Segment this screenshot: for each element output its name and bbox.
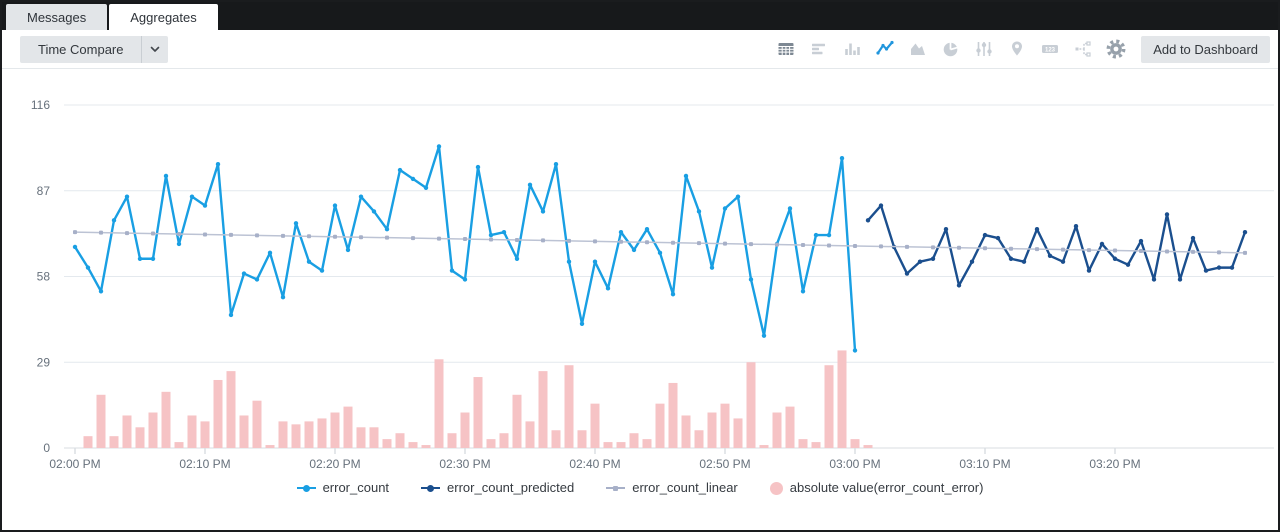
single-value-icon: 123: [1042, 45, 1059, 53]
chart-type-flow-button[interactable]: [1073, 39, 1093, 59]
line-chart-icon: [876, 40, 894, 55]
pie-chart-icon: [943, 41, 959, 57]
chart-type-table-button[interactable]: [776, 39, 796, 59]
legend-marker-line: [296, 482, 316, 494]
chart-toolbar: Time Compare: [2, 30, 1278, 69]
legend-marker-dotted-line: [606, 482, 626, 494]
time-compare-dropdown[interactable]: [142, 36, 168, 63]
svg-text:02:30 PM: 02:30 PM: [439, 457, 490, 471]
chart-legend: error_count error_count_predicted error_…: [2, 473, 1278, 496]
chart-type-area-button[interactable]: [908, 39, 928, 59]
chart-type-map-button[interactable]: [1007, 39, 1027, 59]
chart-settings-button[interactable]: [1105, 38, 1127, 60]
chart-type-column-button[interactable]: [842, 39, 862, 59]
series-error-count-predicted: [865, 203, 1248, 288]
add-to-dashboard-button[interactable]: Add to Dashboard: [1141, 35, 1270, 63]
svg-text:29: 29: [37, 355, 51, 369]
chart-type-pie-button[interactable]: [941, 39, 961, 59]
chevron-down-icon: [151, 46, 160, 52]
svg-text:87: 87: [37, 184, 51, 198]
x-axis-labels: 02:00 PM 02:10 PM 02:20 PM 02:30 PM 02:40 PM…: [49, 457, 1140, 471]
legend-marker-line: [421, 482, 441, 494]
svg-text:02:20 PM: 02:20 PM: [309, 457, 360, 471]
chart-type-single-value-button[interactable]: 123: [1040, 39, 1060, 59]
chart-canvas: 0 29 58 87 116 02:00 PM 02:10 PM 02:20 PM 02:30 …: [31, 98, 1274, 471]
series-error-count: [72, 144, 858, 353]
legend-item-error-count[interactable]: error_count: [296, 480, 390, 496]
svg-text:02:50 PM: 02:50 PM: [699, 457, 750, 471]
svg-text:123: 123: [1045, 47, 1056, 53]
legend-label: error_count_predicted: [447, 480, 575, 495]
sliders-icon: [976, 42, 992, 56]
chart-type-line-button[interactable]: [875, 39, 895, 59]
legend-item-error-count-linear[interactable]: error_count_linear: [606, 480, 738, 496]
table-icon: [778, 43, 794, 55]
tab-aggregates-label: Aggregates: [130, 9, 197, 25]
svg-text:02:40 PM: 02:40 PM: [569, 457, 620, 471]
y-axis-labels: 0 29 58 87 116: [31, 98, 50, 455]
bar-chart-icon: [812, 43, 826, 55]
chart-type-bar-button[interactable]: [809, 39, 829, 59]
x-axis-ticks: [74, 448, 1116, 454]
timeseries-chart: 0 29 58 87 116 02:00 PM 02:10 PM 02:20 PM 02:30 …: [2, 69, 1278, 473]
legend-item-error-count-predicted[interactable]: error_count_predicted: [421, 480, 574, 496]
map-pin-icon: [1012, 41, 1023, 56]
legend-marker-circle: [769, 482, 783, 495]
tab-messages-label: Messages: [27, 9, 87, 25]
chart-type-switcher: 123: [776, 39, 1093, 59]
svg-text:03:10 PM: 03:10 PM: [959, 457, 1010, 471]
tab-aggregates[interactable]: Aggregates: [109, 4, 218, 30]
time-compare-split-button: Time Compare: [20, 35, 169, 63]
svg-text:03:00 PM: 03:00 PM: [829, 457, 880, 471]
svg-text:58: 58: [37, 270, 51, 284]
gear-icon: [1106, 39, 1126, 59]
legend-label: absolute value(error_count_error): [789, 480, 984, 495]
series-absolute-value-error-count-error-: [83, 350, 873, 448]
legend-item-error-bars[interactable]: absolute value(error_count_error): [769, 480, 984, 496]
svg-text:02:00 PM: 02:00 PM: [49, 457, 100, 471]
column-chart-icon: [845, 43, 861, 55]
svg-text:116: 116: [31, 98, 50, 112]
svg-text:03:20 PM: 03:20 PM: [1089, 457, 1140, 471]
legend-label: error_count_linear: [632, 480, 738, 495]
series-error-count-linear: [73, 230, 1247, 255]
tab-bar: Messages Aggregates: [2, 2, 1278, 30]
tab-messages[interactable]: Messages: [6, 4, 108, 30]
time-compare-button[interactable]: Time Compare: [38, 41, 124, 57]
chart-type-sliders-button[interactable]: [974, 39, 994, 59]
svg-text:02:10 PM: 02:10 PM: [179, 457, 230, 471]
area-chart-icon: [911, 43, 926, 55]
legend-label: error_count: [322, 480, 390, 495]
svg-text:0: 0: [43, 441, 50, 455]
flow-icon: [1075, 41, 1091, 57]
button-divider: [141, 35, 143, 63]
